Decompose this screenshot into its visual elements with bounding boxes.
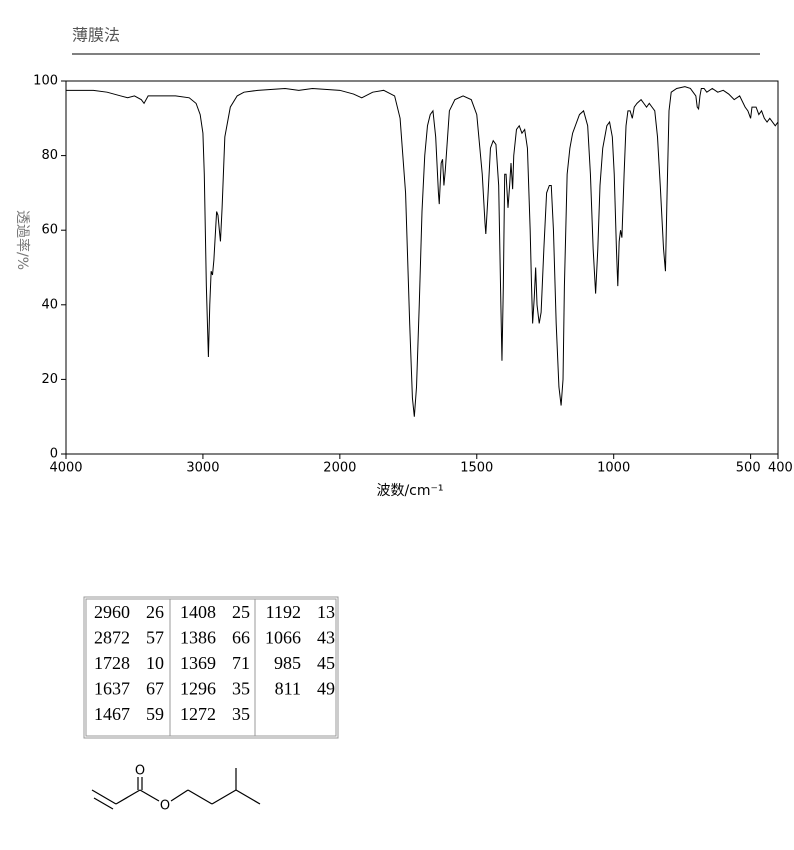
peak-transmittance: 25 bbox=[232, 602, 250, 622]
peak-transmittance: 13 bbox=[317, 602, 335, 622]
table-frame bbox=[83, 596, 339, 739]
y-tick-label: 0 bbox=[50, 447, 58, 462]
spectrum-line bbox=[66, 86, 779, 417]
bond bbox=[187, 789, 213, 805]
plot-frame bbox=[65, 80, 779, 455]
peak-transmittance: 35 bbox=[232, 679, 250, 699]
header-title: 薄膜法 bbox=[72, 26, 120, 45]
peak-wavenumber: 1408 bbox=[180, 602, 216, 622]
peak-transmittance: 35 bbox=[232, 704, 250, 724]
peak-wavenumber: 985 bbox=[274, 653, 301, 673]
x-tick-label: 500 bbox=[736, 461, 761, 476]
atom-label: O bbox=[135, 764, 145, 779]
peak-transmittance: 49 bbox=[317, 679, 335, 699]
peak-wavenumber: 1272 bbox=[180, 704, 216, 724]
bond bbox=[93, 797, 114, 810]
bond bbox=[211, 789, 237, 805]
peak-transmittance: 57 bbox=[146, 628, 164, 648]
peak-transmittance: 10 bbox=[146, 653, 164, 673]
atom-label: O bbox=[160, 799, 170, 814]
bond bbox=[235, 789, 261, 805]
y-tick-label: 100 bbox=[33, 74, 58, 89]
peak-wavenumber: 1728 bbox=[94, 653, 130, 673]
peak-transmittance: 71 bbox=[232, 653, 250, 673]
y-tick-label: 20 bbox=[41, 372, 58, 387]
peak-table bbox=[83, 596, 339, 739]
peak-wavenumber: 1386 bbox=[180, 628, 216, 648]
peak-transmittance: 59 bbox=[146, 704, 164, 724]
x-tick-label: 1000 bbox=[597, 461, 630, 476]
x-tick-label: 4000 bbox=[49, 461, 82, 476]
x-tick-label: 2000 bbox=[323, 461, 356, 476]
x-axis-label: 波数/cm⁻¹ bbox=[376, 483, 443, 499]
peak-wavenumber: 2960 bbox=[94, 602, 130, 622]
y-tick-label: 80 bbox=[41, 148, 58, 163]
y-tick-label: 60 bbox=[41, 223, 58, 238]
peak-wavenumber: 1192 bbox=[266, 602, 301, 622]
peak-transmittance: 66 bbox=[232, 628, 250, 648]
x-tick-label: 400 bbox=[768, 461, 793, 476]
y-axis-label: 透過率/% bbox=[14, 210, 31, 270]
peak-transmittance: 67 bbox=[146, 679, 164, 699]
peak-wavenumber: 1066 bbox=[265, 628, 301, 648]
bond bbox=[115, 789, 141, 805]
peak-wavenumber: 811 bbox=[275, 679, 301, 699]
peak-wavenumber: 1467 bbox=[94, 704, 130, 724]
table-inner-frame bbox=[85, 598, 337, 737]
x-tick-label: 3000 bbox=[186, 461, 219, 476]
bond bbox=[139, 789, 160, 802]
structure bbox=[91, 768, 261, 810]
peak-wavenumber: 1369 bbox=[180, 653, 216, 673]
peak-wavenumber: 1637 bbox=[94, 679, 130, 699]
bond bbox=[170, 789, 189, 802]
peak-wavenumber: 1296 bbox=[180, 679, 216, 699]
x-tick-label: 1500 bbox=[460, 461, 493, 476]
peak-transmittance: 45 bbox=[317, 653, 335, 673]
y-tick-label: 40 bbox=[41, 297, 58, 312]
peak-wavenumber: 2872 bbox=[94, 628, 130, 648]
peak-transmittance: 43 bbox=[317, 628, 335, 648]
peak-transmittance: 26 bbox=[146, 602, 164, 622]
bond bbox=[91, 789, 117, 805]
